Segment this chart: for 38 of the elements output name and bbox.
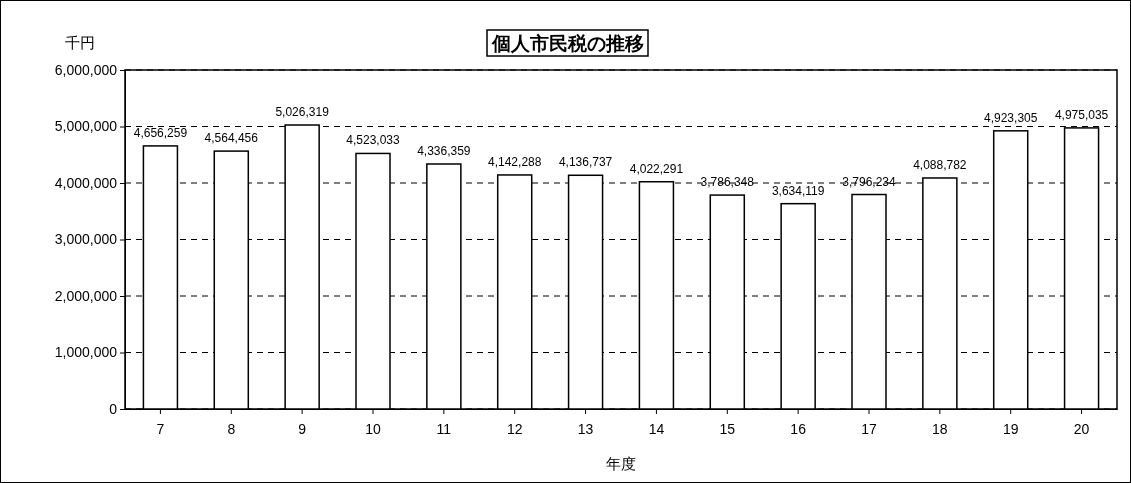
data-label: 4,022,291 xyxy=(629,161,684,176)
y-tick-label: 0 xyxy=(109,400,118,417)
data-label: 4,564,456 xyxy=(204,131,259,146)
data-label: 4,088,782 xyxy=(913,157,967,172)
data-label: 4,656,259 xyxy=(133,125,188,140)
data-label: 4,975,035 xyxy=(1054,107,1109,122)
data-label: 5,026,319 xyxy=(275,105,330,120)
chart-title: 個人市民税の推移 xyxy=(491,32,644,54)
y-tick-label: 6,000,000 xyxy=(54,61,118,78)
x-tick-label: 15 xyxy=(719,420,736,437)
y-tick-label: 4,000,000 xyxy=(54,174,118,191)
x-tick-label: 18 xyxy=(932,420,948,437)
x-tick-label: 7 xyxy=(156,420,165,437)
data-label: 3,786,348 xyxy=(700,175,755,190)
data-label: 4,142,288 xyxy=(488,154,542,169)
x-tick-label: 20 xyxy=(1073,420,1090,437)
x-axis-title: 年度 xyxy=(606,455,636,473)
data-label: 4,523,033 xyxy=(346,133,401,148)
data-label: 4,336,359 xyxy=(417,144,471,158)
data-label: 3,796,234 xyxy=(842,174,897,189)
data-label: 3,634,119 xyxy=(771,183,825,198)
x-tick-label: 12 xyxy=(506,420,523,437)
y-tick-label: 1,000,000 xyxy=(54,344,118,361)
y-tick-label: 2,000,000 xyxy=(54,287,118,304)
data-label: 4,923,305 xyxy=(984,110,1038,125)
x-tick-label: 10 xyxy=(365,420,381,437)
x-tick-label: 11 xyxy=(436,420,452,437)
x-tick-label: 13 xyxy=(577,420,594,437)
x-tick-label: 8 xyxy=(227,420,236,437)
x-tick-label: 19 xyxy=(1002,420,1019,437)
y-axis-title: 千円 xyxy=(65,34,95,52)
x-tick-label: 14 xyxy=(648,420,665,437)
y-tick-label: 3,000,000 xyxy=(54,231,118,248)
x-tick-label: 16 xyxy=(790,420,807,437)
data-label: 4,136,737 xyxy=(558,155,613,170)
y-tick-label: 5,000,000 xyxy=(54,118,118,135)
x-tick-label: 9 xyxy=(298,420,307,437)
x-tick-label: 17 xyxy=(861,420,877,437)
